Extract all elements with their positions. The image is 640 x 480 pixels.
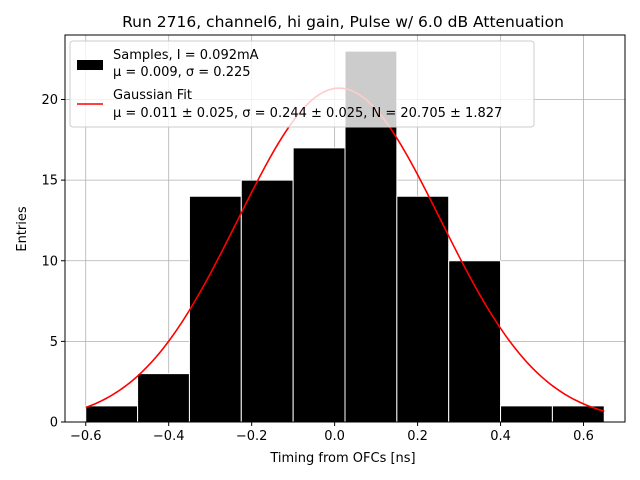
- x-tick-label: 0.0: [324, 429, 345, 444]
- x-tick-label: −0.4: [153, 429, 185, 444]
- x-axis-label: Timing from OFCs [ns]: [269, 451, 415, 466]
- x-tick-label: −0.6: [70, 429, 102, 444]
- legend-samples-label: Samples, I = 0.092mA: [113, 48, 259, 63]
- legend-fit-label: Gaussian Fit: [113, 88, 192, 103]
- histogram-bar: [240, 179, 294, 423]
- histogram-bar: [500, 405, 553, 423]
- x-tick-label: 0.6: [573, 429, 594, 444]
- y-tick-label: 10: [41, 254, 58, 269]
- y-tick-label: 20: [41, 93, 58, 108]
- y-tick-label: 0: [50, 416, 58, 431]
- histogram-bar: [85, 405, 139, 423]
- legend-box: [69, 40, 535, 128]
- histogram-bar: [292, 147, 346, 423]
- legend-fit-stats: μ = 0.011 ± 0.025, σ = 0.244 ± 0.025, N …: [113, 106, 502, 121]
- legend-samples-swatch: [77, 60, 103, 70]
- y-tick-label: 5: [50, 335, 58, 350]
- legend: Samples, I = 0.092mA μ = 0.009, σ = 0.22…: [69, 40, 535, 128]
- x-tick-label: 0.2: [407, 429, 428, 444]
- x-tick-label: 0.4: [490, 429, 511, 444]
- histogram-bar: [396, 195, 450, 423]
- histogram-bar: [448, 260, 502, 423]
- x-axis-ticks: −0.6 −0.4 −0.2 0.0 0.2 0.4 0.6: [70, 422, 594, 444]
- plot-frame: [64, 34, 626, 423]
- chart-title: Run 2716, channel6, hi gain, Pulse w/ 6.…: [122, 13, 564, 31]
- legend-samples-stats: μ = 0.009, σ = 0.225: [113, 65, 251, 80]
- histogram-bar: [137, 373, 190, 423]
- y-tick-label: 15: [41, 174, 58, 189]
- y-axis-ticks: 0 5 10 15 20: [41, 93, 65, 431]
- x-tick-label: −0.2: [236, 429, 268, 444]
- y-axis-label: Entries: [15, 206, 30, 252]
- histogram-bars: [85, 50, 605, 423]
